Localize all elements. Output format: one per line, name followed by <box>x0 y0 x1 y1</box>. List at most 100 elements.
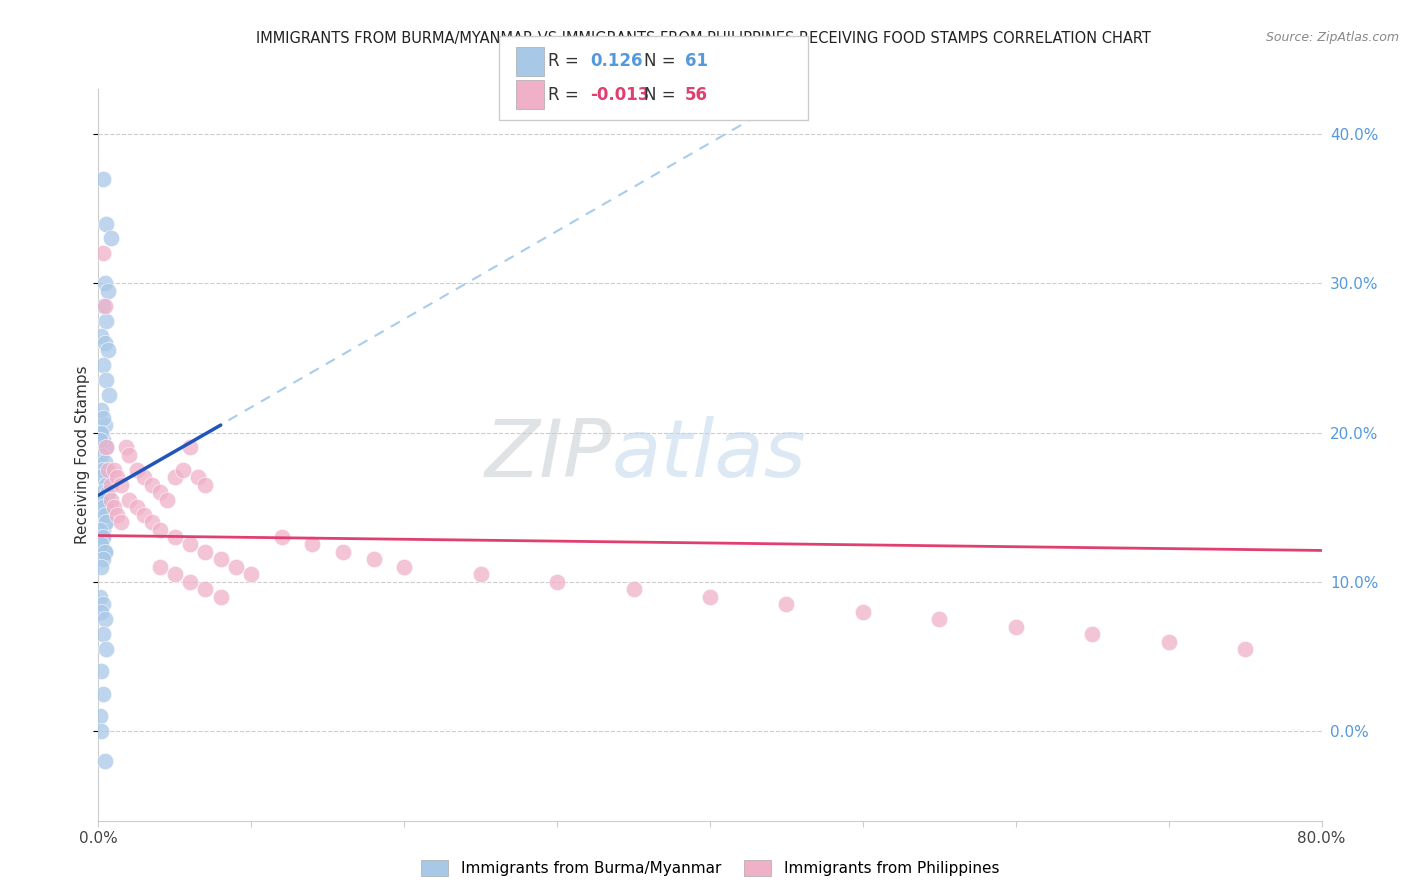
Point <box>699 590 721 604</box>
Point <box>90 537 112 551</box>
Point <box>149 560 172 574</box>
Point <box>100 231 122 245</box>
Point <box>105 508 128 522</box>
Point <box>91 485 114 500</box>
Point <box>194 477 217 491</box>
Point <box>1081 627 1104 641</box>
Point <box>90 560 112 574</box>
Point <box>225 560 247 574</box>
Point <box>194 545 217 559</box>
Point <box>93 545 115 559</box>
Point <box>93 500 115 515</box>
Point <box>90 470 112 484</box>
Point <box>209 590 232 604</box>
Point <box>98 388 121 402</box>
Point <box>118 448 141 462</box>
Point <box>97 343 120 358</box>
Point <box>97 284 120 298</box>
Point <box>149 523 172 537</box>
Text: IMMIGRANTS FROM BURMA/MYANMAR VS IMMIGRANTS FROM PHILIPPINES RECEIVING FOOD STAM: IMMIGRANTS FROM BURMA/MYANMAR VS IMMIGRA… <box>256 31 1150 46</box>
Point <box>90 448 112 462</box>
Point <box>103 500 125 515</box>
Point <box>90 665 112 679</box>
Point <box>194 582 217 597</box>
Point <box>91 530 114 544</box>
Point <box>141 515 163 529</box>
Point <box>125 500 148 515</box>
Point <box>163 530 186 544</box>
Point <box>91 523 114 537</box>
Point <box>94 441 117 455</box>
Point <box>163 567 186 582</box>
Point <box>97 485 120 500</box>
Text: R =: R = <box>548 53 585 70</box>
Point <box>115 441 138 455</box>
Point <box>91 171 114 186</box>
Point <box>110 515 132 529</box>
Y-axis label: Receiving Food Stamps: Receiving Food Stamps <box>75 366 90 544</box>
Point <box>89 530 111 544</box>
Point <box>93 508 115 522</box>
Point <box>91 246 114 260</box>
Point <box>179 537 201 551</box>
Text: Source: ZipAtlas.com: Source: ZipAtlas.com <box>1265 31 1399 45</box>
Point <box>94 500 117 515</box>
Point <box>89 590 111 604</box>
Point <box>270 530 292 544</box>
Point <box>91 433 114 447</box>
Point <box>94 217 117 231</box>
Text: 61: 61 <box>685 53 707 70</box>
Point <box>90 492 112 507</box>
Point <box>363 552 385 566</box>
Point <box>89 433 111 447</box>
Point <box>103 463 125 477</box>
Point <box>301 537 323 551</box>
Point <box>125 463 148 477</box>
Point <box>546 574 568 589</box>
Point <box>97 463 120 477</box>
Point <box>172 463 194 477</box>
Point <box>91 597 114 611</box>
Point <box>93 418 115 433</box>
Text: atlas: atlas <box>612 416 807 494</box>
Point <box>1157 634 1180 648</box>
Point <box>93 335 115 350</box>
Point <box>118 492 141 507</box>
Point <box>470 567 492 582</box>
Text: 56: 56 <box>685 86 707 103</box>
Point <box>94 642 117 657</box>
Text: N =: N = <box>644 53 681 70</box>
Point <box>93 299 115 313</box>
Point <box>94 373 117 387</box>
Point <box>90 403 112 417</box>
Point <box>392 560 416 574</box>
Point <box>156 492 179 507</box>
Point <box>187 470 209 484</box>
Point <box>89 425 111 440</box>
Point <box>928 612 950 626</box>
Point <box>93 754 115 768</box>
Point <box>93 612 115 626</box>
Point <box>1004 619 1026 633</box>
Point <box>93 515 115 529</box>
Point <box>94 441 117 455</box>
Point <box>332 545 354 559</box>
Point <box>100 492 122 507</box>
Legend: Immigrants from Burma/Myanmar, Immigrants from Philippines: Immigrants from Burma/Myanmar, Immigrant… <box>415 855 1005 882</box>
Point <box>91 500 114 515</box>
Point <box>90 492 112 507</box>
Point <box>94 515 117 529</box>
Point <box>1234 642 1257 657</box>
Point <box>141 477 163 491</box>
Text: R =: R = <box>548 86 585 103</box>
Point <box>100 477 122 491</box>
Point <box>90 508 112 522</box>
Point <box>90 537 112 551</box>
Point <box>110 477 132 491</box>
Point <box>89 709 111 723</box>
Point <box>91 687 114 701</box>
Point <box>94 313 117 327</box>
Point <box>94 477 117 491</box>
Text: ZIP: ZIP <box>485 416 612 494</box>
Text: 0.126: 0.126 <box>591 53 643 70</box>
